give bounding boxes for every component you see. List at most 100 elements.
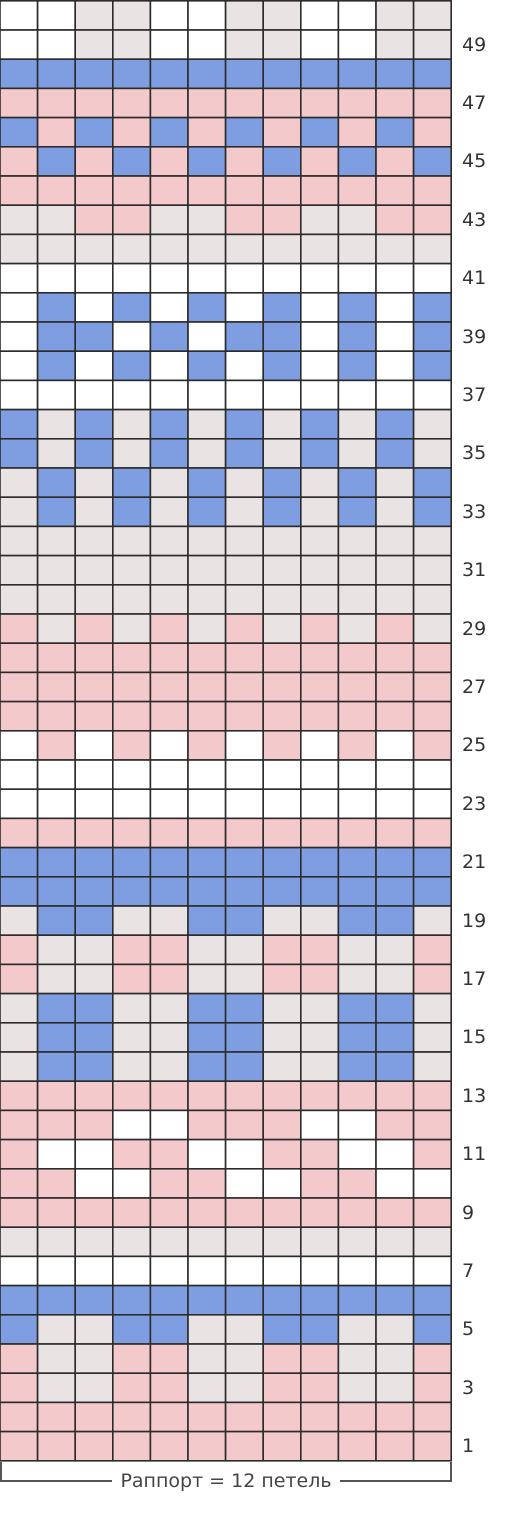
row-top-partial-cell-10 xyxy=(337,0,377,31)
row-22-cell-12 xyxy=(412,817,452,849)
row-46-cell-8 xyxy=(262,116,302,148)
row-45-cell-5 xyxy=(149,146,189,177)
row-6-cell-10 xyxy=(337,1284,377,1316)
row-top-partial-cell-9 xyxy=(299,0,340,31)
row-11-cell-1 xyxy=(0,1138,39,1170)
row-30-cell-5 xyxy=(149,583,189,615)
row-15-cell-10 xyxy=(337,1021,377,1053)
row-28-cell-11 xyxy=(375,642,415,674)
row-25-cell-9 xyxy=(299,729,340,761)
row-35-cell-5 xyxy=(149,437,189,469)
row-5-cell-10 xyxy=(337,1314,377,1345)
row-13-cell-8 xyxy=(262,1080,302,1112)
row-33-cell-9 xyxy=(299,496,340,528)
row-14-cell-12 xyxy=(412,1051,452,1083)
row-26-cell-4 xyxy=(112,700,152,732)
row-36-cell-8 xyxy=(262,408,302,440)
row-label-35: 35 xyxy=(462,442,487,465)
row-label-17: 17 xyxy=(462,968,487,990)
row-13-cell-1 xyxy=(0,1080,39,1112)
row-18-cell-1 xyxy=(0,934,39,966)
row-4-cell-12 xyxy=(412,1343,452,1375)
row-19-cell-5 xyxy=(149,905,189,937)
row-40-cell-10 xyxy=(337,291,377,323)
row-49-cell-7 xyxy=(224,29,265,61)
row-48-cell-2 xyxy=(36,58,76,90)
row-22-cell-3 xyxy=(74,817,114,849)
row-label-9: 9 xyxy=(462,1201,475,1224)
row-7-cell-3 xyxy=(74,1255,114,1287)
row-33-cell-10 xyxy=(337,496,377,528)
row-11-cell-12 xyxy=(412,1138,452,1170)
row-34-cell-5 xyxy=(149,467,189,499)
row-49-cell-9 xyxy=(299,29,340,61)
row-43-cell-3 xyxy=(74,204,114,236)
row-42-cell-10 xyxy=(337,233,377,265)
row-37-cell-11 xyxy=(375,379,415,411)
row-36-cell-12 xyxy=(412,408,452,440)
row-12-cell-2 xyxy=(36,1109,76,1141)
row-36-cell-11 xyxy=(375,408,415,440)
row-24-cell-9 xyxy=(299,759,340,791)
row-38-cell-10 xyxy=(337,350,377,382)
row-25-cell-3 xyxy=(74,729,114,761)
row-37-cell-5 xyxy=(149,379,189,411)
row-45-cell-9 xyxy=(299,146,340,177)
row-48-cell-8 xyxy=(262,58,302,90)
row-25-cell-4 xyxy=(112,729,152,761)
row-39-cell-11 xyxy=(375,321,415,353)
row-31-cell-7 xyxy=(224,554,265,586)
row-33-cell-5 xyxy=(149,496,189,528)
row-46-cell-4 xyxy=(112,116,152,148)
row-43-cell-10 xyxy=(337,204,377,236)
row-33-cell-3 xyxy=(74,496,114,528)
row-36-cell-3 xyxy=(74,408,114,440)
row-37-cell-7 xyxy=(224,379,265,411)
row-12-cell-6 xyxy=(187,1109,227,1141)
row-42-cell-5 xyxy=(149,233,189,265)
row-2-cell-7 xyxy=(224,1401,265,1433)
row-2-cell-5 xyxy=(149,1401,189,1433)
row-16-cell-4 xyxy=(112,992,152,1024)
row-30-cell-12 xyxy=(412,583,452,615)
row-10-cell-12 xyxy=(412,1168,452,1199)
row-25-cell-1 xyxy=(0,729,39,761)
row-44-cell-11 xyxy=(375,175,415,207)
row-22-cell-11 xyxy=(375,817,415,849)
row-20-cell-2 xyxy=(36,875,76,907)
row-47-cell-5 xyxy=(149,87,189,119)
row-43-cell-8 xyxy=(262,204,302,236)
row-41-cell-2 xyxy=(36,262,76,294)
row-15-cell-12 xyxy=(412,1021,452,1053)
row-2-cell-4 xyxy=(112,1401,152,1433)
row-15-cell-2 xyxy=(36,1021,76,1053)
row-11-cell-4 xyxy=(112,1138,152,1170)
row-6-cell-3 xyxy=(74,1284,114,1316)
row-23-cell-12 xyxy=(412,788,452,820)
row-16-cell-8 xyxy=(262,992,302,1024)
row-26-cell-8 xyxy=(262,700,302,732)
row-36-cell-1 xyxy=(0,408,39,440)
row-36-cell-7 xyxy=(224,408,265,440)
row-10-cell-1 xyxy=(0,1168,39,1199)
row-5-cell-1 xyxy=(0,1314,39,1345)
row-26-cell-12 xyxy=(412,700,452,732)
row-28-cell-7 xyxy=(224,642,265,674)
row-22-cell-1 xyxy=(0,817,39,849)
row-label-41: 41 xyxy=(462,267,487,290)
row-41-cell-12 xyxy=(412,262,452,294)
row-40-cell-12 xyxy=(412,291,452,323)
row-41-cell-4 xyxy=(112,262,152,294)
row-label-29: 29 xyxy=(462,617,487,640)
row-10-cell-2 xyxy=(36,1168,76,1199)
row-18-cell-7 xyxy=(224,934,265,966)
row-39-cell-6 xyxy=(187,321,227,353)
row-7-cell-12 xyxy=(412,1255,452,1287)
row-12-cell-9 xyxy=(299,1109,340,1141)
row-45-cell-7 xyxy=(224,146,265,177)
row-3-cell-12 xyxy=(412,1372,452,1404)
row-26-cell-1 xyxy=(0,700,39,732)
row-19-cell-1 xyxy=(0,905,39,937)
row-label-15: 15 xyxy=(462,1026,487,1049)
row-49-cell-8 xyxy=(262,29,302,61)
